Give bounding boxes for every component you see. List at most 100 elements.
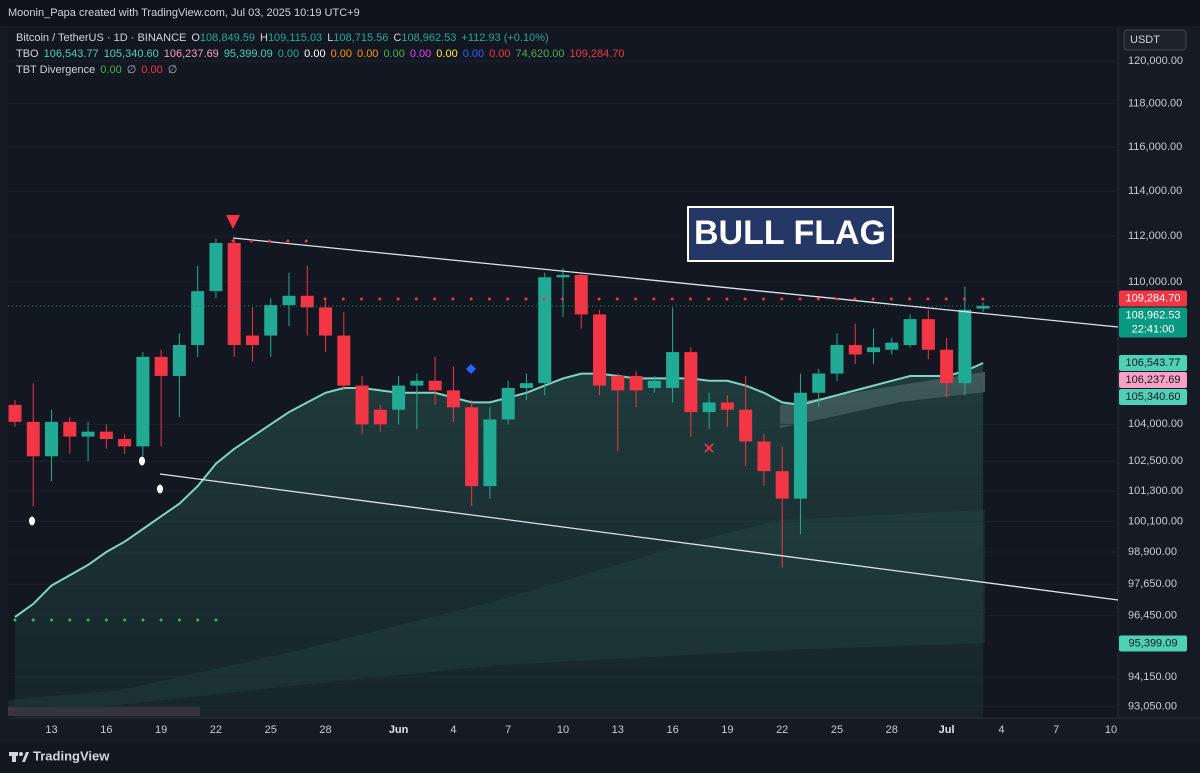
price-tag-label: 109,284.70 — [1125, 292, 1180, 304]
x-tick-label: Jul — [939, 724, 955, 736]
candle-body — [8, 404, 22, 422]
y-tick-label: 94,150.00 — [1128, 671, 1177, 683]
x-tick-label: 10 — [1105, 724, 1117, 736]
logo-part — [12, 752, 16, 762]
signal-dot — [286, 239, 290, 243]
candle-body — [136, 356, 150, 447]
signal-dot — [378, 297, 382, 301]
candle-body — [99, 431, 113, 440]
signal-dot — [816, 297, 820, 301]
y-tick-label: 120,000.00 — [1128, 55, 1183, 67]
indicator-value: 109,284.70 — [569, 48, 624, 60]
y-tick-label: 101,300.00 — [1128, 485, 1183, 497]
candle-body — [611, 375, 625, 391]
indicator-value: 0.00 — [463, 48, 484, 60]
signal-dot — [506, 297, 510, 301]
currency-box — [1123, 29, 1187, 51]
candle-body — [446, 390, 460, 408]
y-tick-label: 112,000.00 — [1128, 230, 1182, 242]
signal-dot — [871, 297, 875, 301]
candle-body — [574, 274, 588, 315]
candle-body — [775, 471, 789, 499]
signal-dot — [798, 297, 802, 301]
signal-marker — [704, 443, 714, 453]
indicator-value: 0.00 — [410, 48, 431, 60]
price-tag-label: 106,543.77 — [1125, 357, 1180, 369]
signal-dot — [688, 297, 692, 301]
candle-body — [629, 375, 643, 391]
indicator-value: 0.00 — [436, 48, 457, 60]
signal-dot — [469, 297, 473, 301]
candle-body — [45, 421, 59, 457]
candle-body — [903, 319, 917, 346]
signal-dot — [68, 618, 72, 622]
ohlc-key: H — [260, 32, 268, 44]
indicator-value: 0.00 — [331, 48, 352, 60]
footer-logo — [9, 752, 29, 762]
signal-dot — [652, 297, 656, 301]
indicator-name: TBT Divergence — [16, 64, 95, 76]
candle-body — [282, 295, 296, 306]
logo-part — [22, 752, 29, 762]
candle-body — [81, 431, 95, 437]
signal-dot — [196, 618, 200, 622]
signal-dot — [542, 297, 546, 301]
signal-marker — [29, 516, 35, 526]
candle-body — [26, 421, 40, 457]
signal-marker — [466, 364, 476, 374]
signal-dot — [634, 297, 638, 301]
signal-dot — [214, 618, 218, 622]
y-tick-label: 118,000.00 — [1128, 98, 1182, 110]
candle-body — [264, 305, 278, 336]
candle-body — [209, 242, 223, 292]
signal-dot — [743, 297, 747, 301]
sell-marker — [226, 215, 240, 229]
signal-dot — [761, 297, 765, 301]
symbol-name: Bitcoin / TetherUS · 1D · BINANCE — [16, 32, 186, 44]
candle-body — [519, 383, 533, 388]
signal-dot — [177, 618, 181, 622]
candle-body — [556, 274, 570, 278]
candle-body — [666, 352, 680, 388]
candle-body — [428, 380, 442, 391]
x-tick-label: 28 — [886, 724, 898, 736]
x-tick-label: Jun — [389, 724, 409, 736]
price-tag-label: 106,237.69 — [1125, 374, 1180, 386]
x-tick-label: 10 — [557, 724, 569, 736]
y-tick-label: 104,000.00 — [1128, 418, 1183, 430]
x-tick-label: 25 — [831, 724, 843, 736]
signal-dot — [433, 297, 437, 301]
price-tag — [1119, 290, 1187, 307]
x-tick-label: 16 — [666, 724, 678, 736]
candle-body — [757, 441, 771, 472]
signal-dot — [780, 297, 784, 301]
indicator-value: 95,399.09 — [224, 48, 273, 60]
y-tick-label: 116,000.00 — [1128, 141, 1182, 153]
candle-body — [793, 392, 807, 499]
ohlc-key: O — [191, 32, 200, 44]
x-tick-label: 28 — [319, 724, 331, 736]
x-tick-label: 19 — [155, 724, 167, 736]
signal-dot — [487, 297, 491, 301]
x-tick-label: 16 — [100, 724, 112, 736]
flag-lower-line — [159, 473, 1119, 601]
signal-dot — [944, 297, 948, 301]
ohlc-value: 108,849.59 — [200, 32, 255, 44]
ohlc-value: 108,715.56 — [333, 32, 388, 44]
price-tag-label: 95,399.09 — [1129, 637, 1178, 649]
y-tick-label: 97,650.00 — [1128, 578, 1177, 590]
annotation: BULL FLAG — [694, 214, 886, 252]
signal-dot — [615, 297, 619, 301]
signal-dot — [561, 297, 565, 301]
candle-body — [118, 439, 132, 447]
footer-bar — [0, 742, 1200, 773]
signal-dot — [926, 297, 930, 301]
price-tag-label: 108,962.53 — [1125, 309, 1180, 321]
x-tick-label: 13 — [45, 724, 57, 736]
indicator-value: 74,620.00 — [516, 48, 565, 60]
candle-body — [154, 356, 168, 376]
signal-dot — [323, 297, 327, 301]
candle-body — [830, 345, 844, 374]
